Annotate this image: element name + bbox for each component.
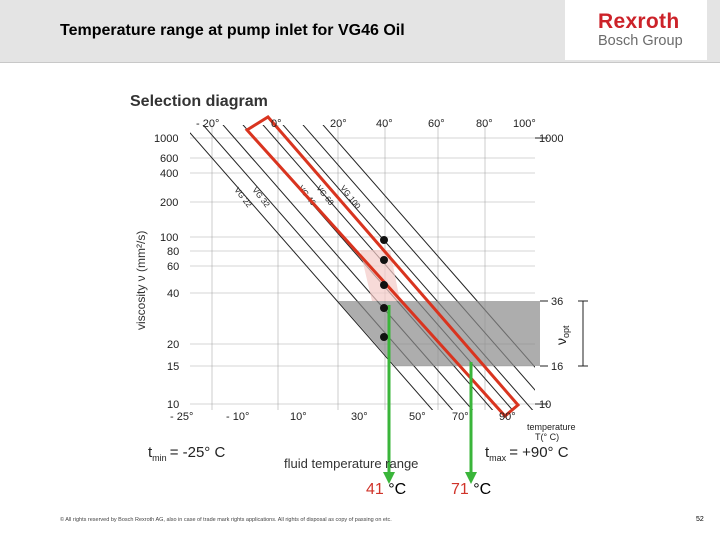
result-unit: °C — [388, 481, 407, 498]
x-top-tick: - 20° — [196, 118, 219, 130]
marker-point — [380, 256, 388, 264]
result-markers — [383, 305, 477, 484]
nu-symbol: ν — [553, 338, 569, 345]
temperature-label: temperature — [527, 422, 576, 432]
brand-logo: Rexroth Bosch Group — [565, 0, 707, 60]
y-left-tick: 20 — [167, 339, 179, 351]
marker-point — [380, 281, 388, 289]
result-value: 71 — [451, 481, 469, 498]
y-right-tick: 1000 — [539, 133, 563, 145]
y-right-tick: 36 — [551, 296, 563, 308]
tmin-label: tmin = -25° C — [148, 444, 225, 463]
x-bottom-tick: 30° — [351, 411, 368, 423]
y-left-tick: 400 — [160, 168, 178, 180]
marker-point — [380, 304, 388, 312]
vg46-highlight — [244, 115, 521, 419]
x-bottom-tick: - 10° — [226, 411, 249, 423]
chart-title: Selection diagram — [130, 93, 268, 110]
y-left-tick: 10 — [167, 399, 179, 411]
page-title: Temperature range at pump inlet for VG46… — [60, 22, 405, 39]
optimal-viscosity-band — [338, 301, 540, 366]
series-label-vg22: VG 22 — [232, 186, 253, 210]
x-bottom-tick: - 25° — [170, 411, 193, 423]
series-label-vg100: VG 100 — [338, 184, 362, 211]
x-top-tick: 80° — [476, 118, 493, 130]
y-left-tick: 15 — [167, 361, 179, 373]
plot-area: VG 22 VG 32 VG 46 VG 68 VG 100 - 20° — [134, 115, 588, 484]
nu-opt-label: νopt — [553, 325, 571, 345]
nu-sub: opt — [561, 325, 571, 338]
result-label-max: 71 °C — [451, 481, 491, 499]
x-top-tick: 20° — [330, 118, 347, 130]
copyright-footer: © All rights reserved by Bosch Rexroth A… — [60, 517, 392, 523]
result-label-min: 41 °C — [366, 481, 406, 499]
header-bar: Temperature range at pump inlet for VG46… — [0, 0, 720, 63]
gridlines — [190, 125, 535, 410]
y-left-tick: 80 — [167, 246, 179, 258]
x-top-tick: 100° — [513, 118, 536, 130]
result-unit: °C — [473, 481, 492, 498]
y-right-tick: 10 — [539, 399, 551, 411]
x-bottom-tick: 90° — [499, 411, 516, 423]
axis-labels: - 20° 0° 20° 40° 60° 80° 100° - 25° - 10… — [154, 118, 563, 423]
x-bottom-tick: 10° — [290, 411, 307, 423]
y-axis-label: viscosity ν (mm²/s) — [134, 231, 148, 330]
y-left-tick: 100 — [160, 232, 178, 244]
page-number: 52 — [696, 516, 704, 523]
logo-sub-text: Bosch Group — [598, 33, 683, 49]
x-bottom-tick: 50° — [409, 411, 426, 423]
vg-lines — [190, 125, 535, 410]
right-ticks — [535, 137, 588, 405]
x-top-tick: 40° — [376, 118, 393, 130]
x-bottom-tick: 70° — [452, 411, 469, 423]
temperature-unit: T(° C) — [535, 432, 559, 442]
x-top-tick: 0° — [271, 118, 282, 130]
y-left-tick: 200 — [160, 197, 178, 209]
result-value: 41 — [366, 481, 384, 498]
logo-main-text: Rexroth — [598, 10, 680, 33]
y-left-tick: 40 — [167, 288, 179, 300]
range-label: fluid temperature range — [284, 456, 418, 471]
y-left-tick: 600 — [160, 153, 178, 165]
y-left-tick: 1000 — [154, 133, 178, 145]
y-right-tick: 16 — [551, 361, 563, 373]
y-left-tick: 60 — [167, 261, 179, 273]
marker-point — [380, 333, 388, 341]
tmax-label: tmax = +90° C — [485, 444, 569, 463]
x-top-tick: 60° — [428, 118, 445, 130]
marker-point — [380, 236, 388, 244]
